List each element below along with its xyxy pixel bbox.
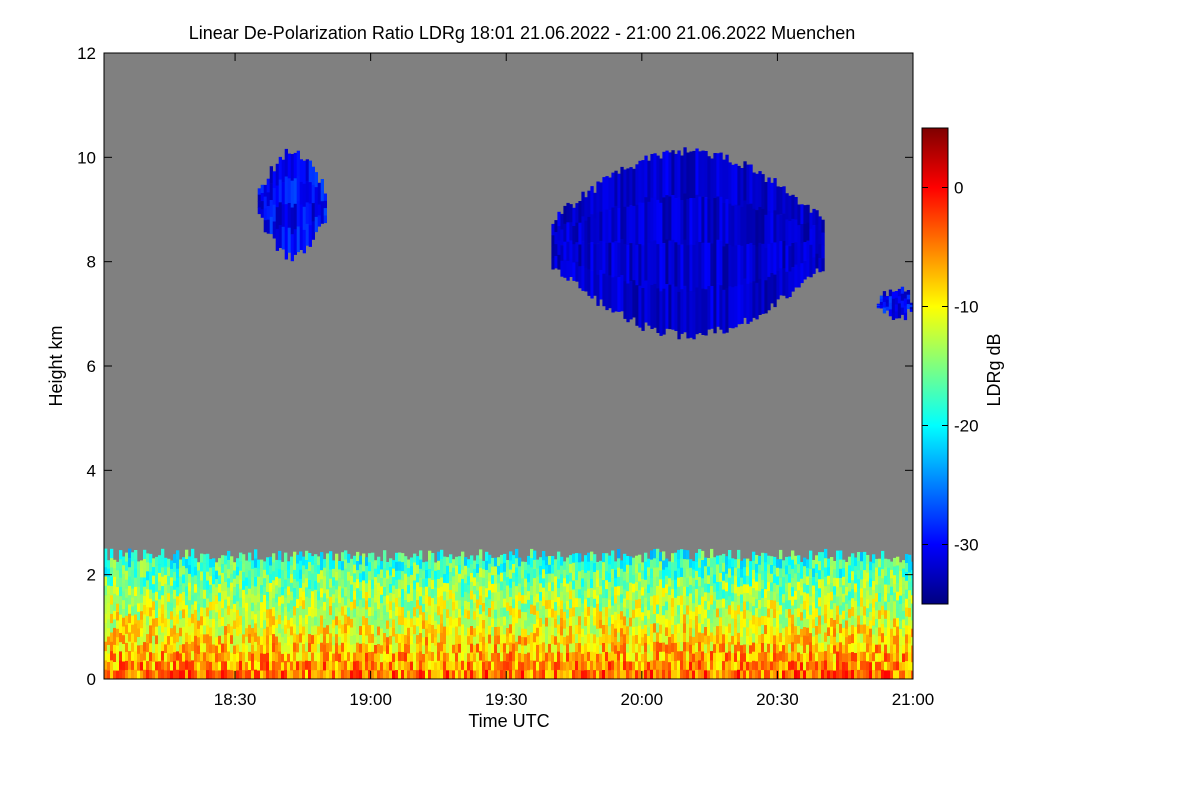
y-tick-label: 2 <box>87 566 96 585</box>
y-tick-label: 4 <box>87 461 96 480</box>
x-tick-label: 19:00 <box>349 690 392 709</box>
colorbar-tick-label: -10 <box>954 298 979 317</box>
region-3 <box>551 147 825 340</box>
colorbar-tick-label: 0 <box>954 179 963 198</box>
y-axis-label: Height km <box>46 325 66 406</box>
region-4 <box>876 286 913 321</box>
x-tick-label: 20:00 <box>621 690 664 709</box>
colorbar-tick-label: -20 <box>954 417 979 436</box>
data-regions <box>104 147 913 679</box>
x-axis-ticks: 18:30 19:00 19:30 20:00 20:30 21:00 <box>214 53 934 709</box>
plot-area <box>104 53 913 679</box>
x-tick-label: 21:00 <box>892 690 935 709</box>
colorbar-ticks: 0 -10 -20 -30 <box>922 179 979 555</box>
x-tick-label: 20:30 <box>756 690 799 709</box>
y-tick-label: 6 <box>87 357 96 376</box>
y-tick-label: 12 <box>77 44 96 63</box>
region-1 <box>104 548 913 679</box>
y-axis-ticks: 0 2 4 6 8 10 12 <box>77 44 913 689</box>
region-2 <box>257 148 327 262</box>
colorbar-tick-label: -30 <box>954 536 979 555</box>
x-tick-label: 19:30 <box>485 690 528 709</box>
y-tick-label: 0 <box>87 670 96 689</box>
colorbar <box>921 127 949 605</box>
x-axis-label: Time UTC <box>468 711 549 731</box>
y-tick-label: 10 <box>77 148 96 167</box>
y-tick-label: 8 <box>87 253 96 272</box>
chart-title: Linear De-Polarization Ratio LDRg 18:01 … <box>189 23 855 43</box>
colorbar-label: LDRg dB <box>984 333 1004 406</box>
x-tick-label: 18:30 <box>214 690 257 709</box>
